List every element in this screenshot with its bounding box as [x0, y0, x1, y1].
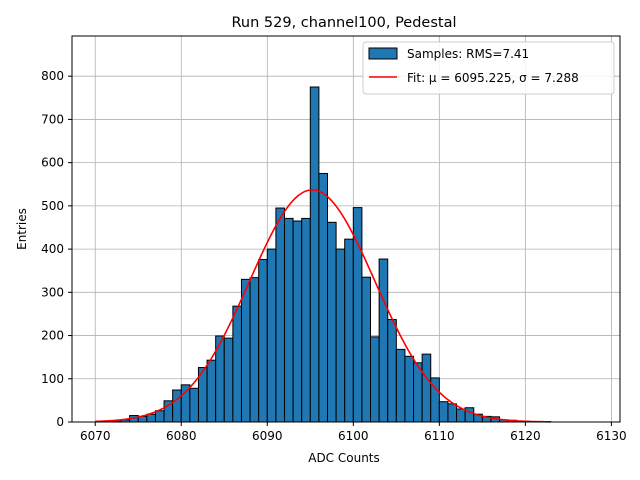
histogram-bar	[438, 401, 449, 423]
gaussian-fit-curve	[95, 189, 552, 423]
histogram-bar	[172, 389, 182, 423]
legend-swatch-histogram	[368, 47, 398, 60]
histogram-bar	[283, 217, 294, 423]
grid-lines	[72, 36, 620, 423]
histogram-bar	[266, 248, 277, 423]
x-tick-label: 6110	[424, 429, 455, 443]
x-tick-label: 6090	[252, 429, 283, 443]
plot-frame	[71, 35, 621, 423]
histogram-bar	[258, 258, 268, 423]
histogram-bar	[240, 278, 251, 423]
y-tick-label: 100	[41, 372, 64, 386]
y-axis-label: Entries	[15, 208, 29, 250]
x-tick-label: 6080	[166, 429, 197, 443]
y-tick-label: 0	[56, 415, 64, 429]
histogram-bar	[413, 362, 423, 423]
histogram-bar	[352, 207, 363, 423]
x-tick-label: 6130	[596, 429, 627, 443]
histogram-bar	[232, 305, 242, 423]
histogram-bar	[318, 172, 329, 423]
histogram-bar	[344, 238, 354, 423]
legend-label-fit: Fit: μ = 6095.225, σ = 7.288	[407, 71, 579, 85]
x-axis-label: ADC Counts	[308, 451, 380, 465]
chart-title: Run 529, channel100, Pedestal	[231, 15, 456, 31]
x-axis-ticks: 6070 6080 6090 6100 6110 6120 6130	[80, 422, 627, 443]
histogram-bar	[327, 221, 337, 423]
histogram-bar	[292, 220, 303, 423]
x-tick-label: 6070	[80, 429, 111, 443]
y-tick-label: 500	[41, 199, 64, 213]
histogram-bar	[404, 355, 415, 423]
histogram-bar	[301, 217, 311, 423]
x-tick-label: 6120	[510, 429, 541, 443]
histogram-bar	[180, 384, 191, 423]
histogram-bar	[361, 276, 372, 423]
y-tick-label: 600	[41, 156, 64, 170]
histogram-bar	[447, 403, 458, 423]
histogram-bar	[456, 408, 466, 423]
y-tick-label: 800	[41, 69, 64, 83]
x-tick-label: 6100	[338, 429, 369, 443]
legend-box	[362, 41, 615, 95]
histogram-bar	[154, 410, 165, 423]
legend: Samples: RMS=7.41 Fit: μ = 6095.225, σ =…	[362, 41, 615, 95]
y-tick-label: 200	[41, 329, 64, 343]
histogram-bars	[111, 86, 518, 423]
y-tick-label: 700	[41, 112, 64, 126]
histogram-bar	[387, 319, 397, 423]
histogram-bar	[223, 337, 234, 423]
y-axis-ticks: 0 100 200 300 400 500 600 700 800	[41, 69, 72, 429]
legend-label-histogram: Samples: RMS=7.41	[407, 47, 529, 61]
y-tick-label: 400	[41, 242, 64, 256]
y-tick-label: 300	[41, 285, 64, 299]
histogram-bar	[249, 277, 260, 423]
histogram-bar	[309, 86, 320, 423]
histogram-bar	[206, 359, 217, 423]
histogram-bar	[378, 258, 389, 423]
histogram-bar	[146, 413, 156, 423]
histogram-bar	[335, 248, 346, 423]
histogram-bar	[275, 207, 285, 423]
histogram-bar	[421, 353, 432, 423]
histogram-bar	[189, 387, 199, 423]
histogram-bar	[370, 336, 380, 423]
histogram-bar	[395, 348, 406, 423]
